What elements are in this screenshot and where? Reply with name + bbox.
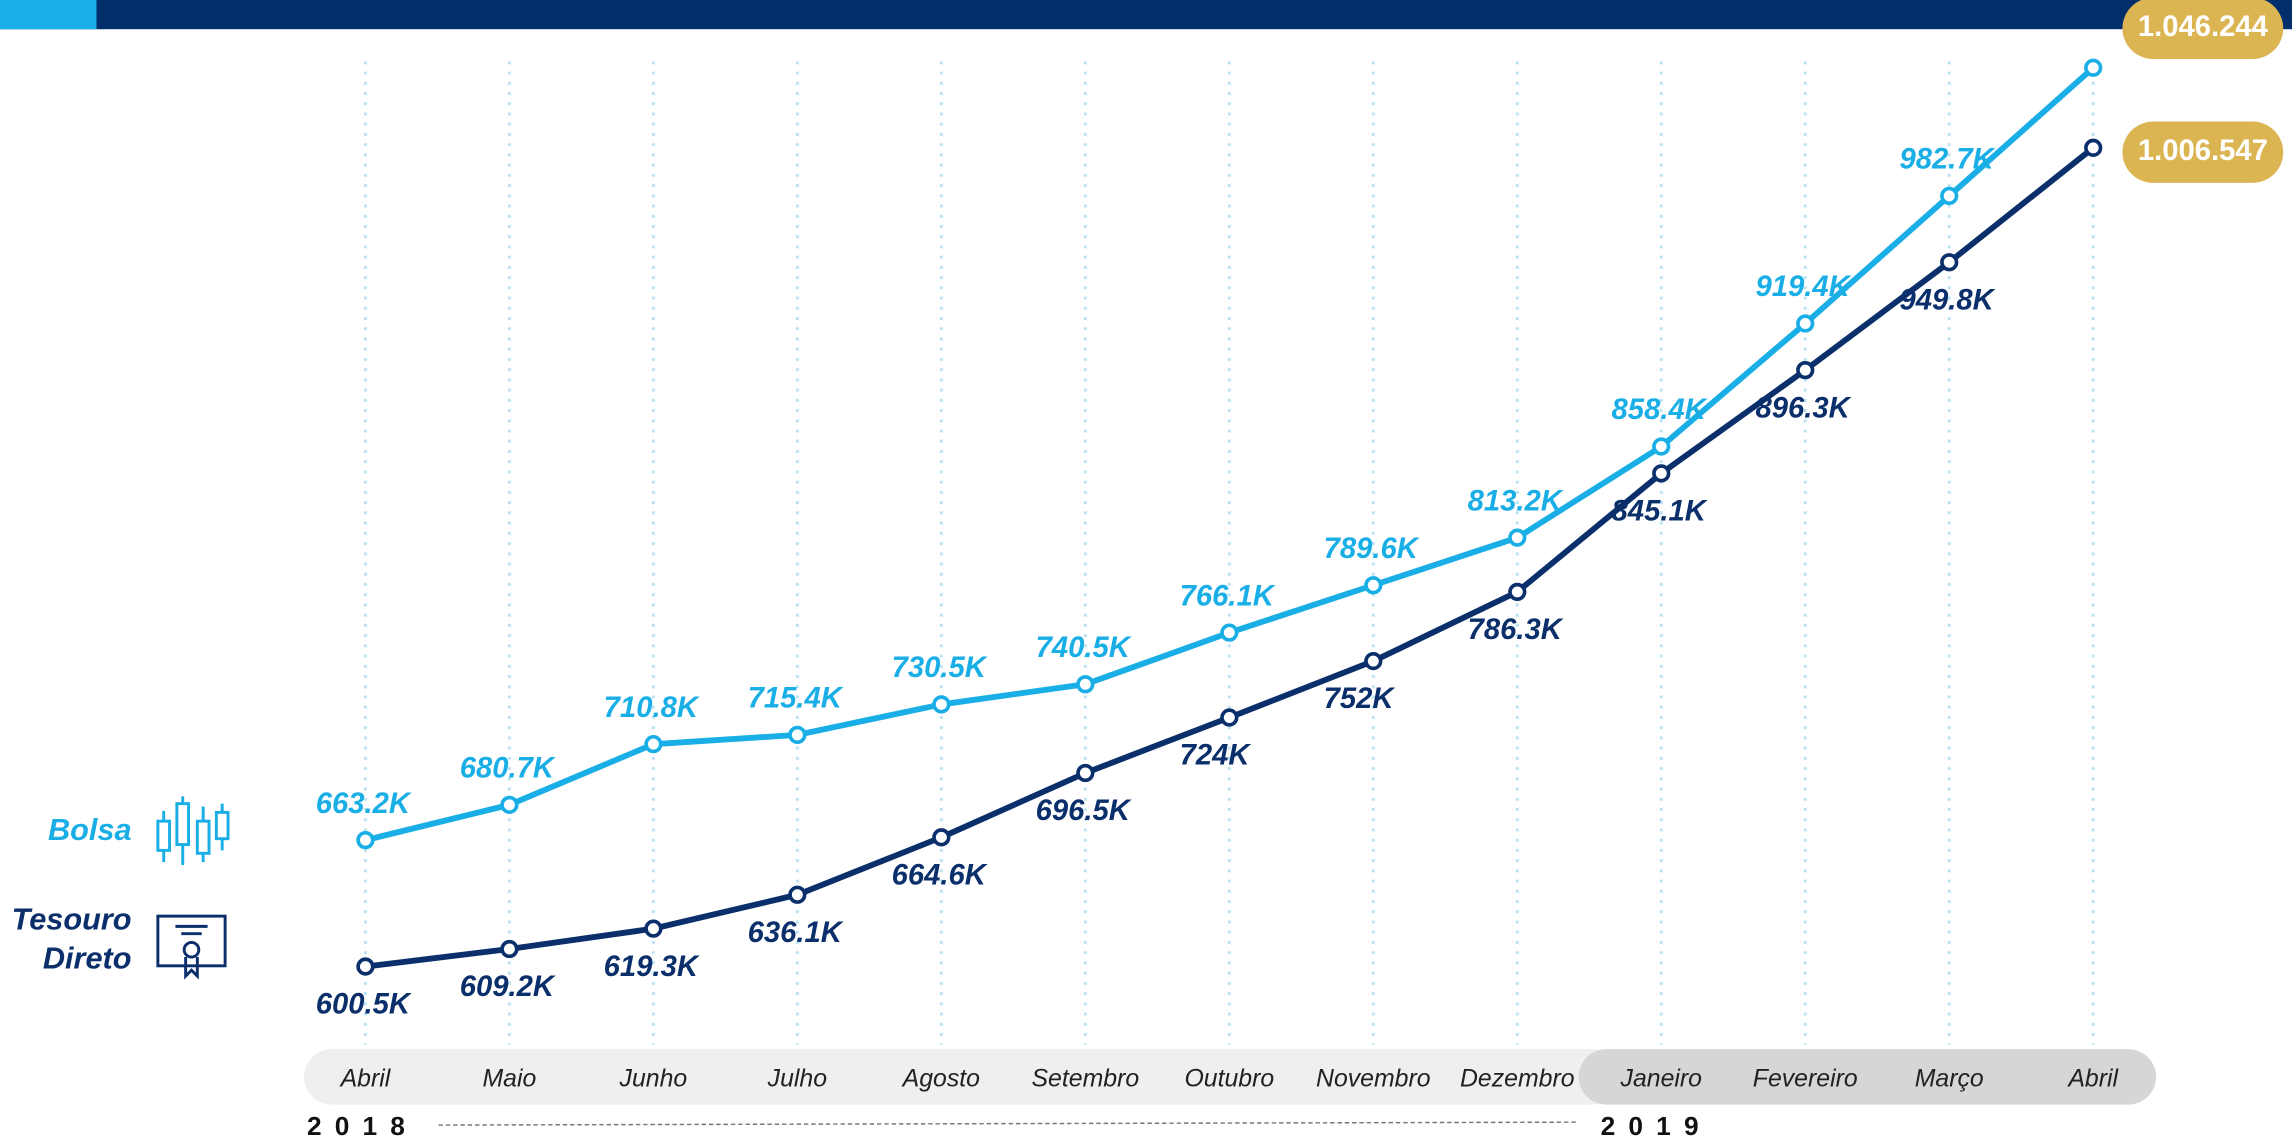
x-tick-label: Março [1915, 1065, 1984, 1092]
tesouro-icon [156, 914, 227, 980]
value-label: 813.2K [1468, 485, 1564, 517]
value-label: 710.8K [604, 692, 700, 724]
x-tick-label: Junho [619, 1065, 688, 1092]
data-point [1508, 528, 1527, 547]
value-label: 786.3K [1468, 614, 1564, 646]
value-label: 919.4K [1756, 271, 1852, 303]
value-label: 752K [1324, 683, 1396, 715]
data-point [1796, 360, 1815, 380]
value-label: 1.006.547 [2138, 135, 2268, 167]
x-tick-label: Novembro [1316, 1065, 1431, 1092]
value-label: 664.6K [892, 859, 988, 891]
data-point [1364, 651, 1383, 671]
data-point [1940, 253, 1959, 272]
value-pill [2122, 121, 2284, 183]
band-2018 [304, 1049, 1620, 1105]
data-point [500, 939, 519, 959]
year-label: 2019 [1601, 1111, 1712, 1141]
x-tick-label: Maio [482, 1065, 536, 1092]
data-point [932, 695, 951, 714]
legend-entry: Tesouro Direto [11, 902, 132, 977]
x-tick-label: Fevereiro [1753, 1065, 1858, 1092]
data-point [2084, 58, 2103, 77]
data-point [1652, 464, 1671, 483]
band-2019 [1578, 1049, 2157, 1105]
bolsa-icon [156, 796, 230, 865]
value-label: 1.046.244 [2138, 11, 2269, 43]
top-bar-accent [0, 0, 97, 30]
data-point [356, 957, 375, 976]
x-tick-label: Agosto [901, 1065, 981, 1092]
year-label: 2018 [307, 1111, 418, 1141]
data-point [1940, 186, 1959, 206]
data-point [2084, 138, 2103, 157]
value-label: 715.4K [748, 683, 844, 715]
value-label: 663.2K [316, 788, 412, 820]
data-point [1796, 314, 1815, 333]
legend-label: Bolsa [47, 813, 132, 848]
data-point [1076, 675, 1095, 694]
data-point [1220, 708, 1239, 727]
x-tick-label: Outubro [1184, 1065, 1274, 1092]
value-label: 845.1K [1612, 496, 1708, 528]
data-point [788, 725, 807, 745]
value-label: 766.1K [1180, 580, 1276, 612]
value-label: 724K [1180, 740, 1252, 772]
data-point [1220, 623, 1239, 642]
x-tick-label: Abril [2066, 1065, 2119, 1092]
value-label: 600.5K [316, 989, 412, 1021]
value-label: 949.8K [1900, 284, 1996, 316]
legend-label: Tesouro Direto [11, 902, 132, 977]
value-label: 636.1K [748, 917, 844, 949]
value-label: 609.2K [460, 971, 556, 1003]
x-tick-label: Setembro [1031, 1065, 1139, 1092]
value-label: 740.5K [1036, 632, 1132, 664]
value-pill [2122, 0, 2284, 59]
x-tick-label: Abril [339, 1065, 392, 1092]
x-tick-label: Julho [767, 1065, 828, 1092]
data-point [644, 919, 663, 938]
data-point [1364, 576, 1383, 595]
value-label: 789.6K [1324, 533, 1420, 565]
data-point [788, 885, 807, 904]
value-label: 680.7K [460, 753, 556, 785]
data-point [1652, 437, 1671, 456]
x-tick-label: Dezembro [1460, 1065, 1575, 1092]
value-label: 982.7K [1900, 144, 1996, 176]
year-divider [438, 1121, 1576, 1126]
value-label: 858.4K [1612, 394, 1708, 426]
data-point [1076, 763, 1095, 783]
top-bar [0, 0, 2292, 30]
legend-entry: Bolsa [47, 813, 132, 848]
value-label: 696.5K [1036, 795, 1132, 827]
data-point [1508, 582, 1527, 602]
data-point [644, 735, 663, 754]
data-point [356, 831, 375, 850]
value-label: 730.5K [892, 652, 988, 684]
value-label: 896.3K [1756, 392, 1852, 424]
x-tick-label: Janeiro [1620, 1065, 1703, 1092]
data-point [500, 795, 519, 814]
data-point [932, 828, 951, 847]
value-label: 619.3K [604, 951, 700, 983]
